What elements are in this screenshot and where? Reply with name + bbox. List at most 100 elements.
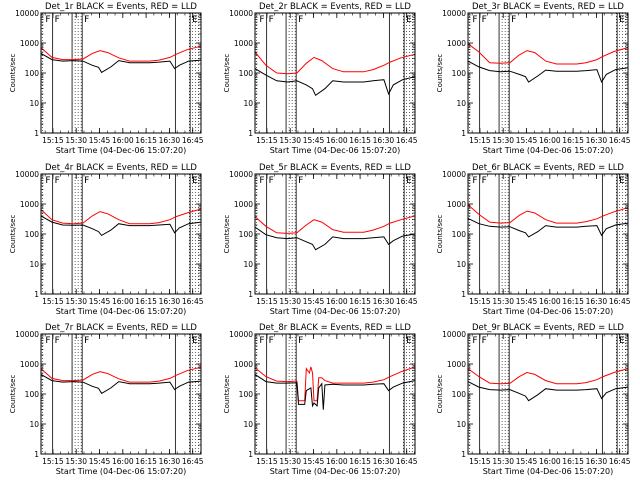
y-tick-label: 1000 [234,39,253,48]
x-tick-label: 16:45 [609,457,631,466]
region-label: F [482,15,487,25]
x-tick-label: 15:45 [516,136,538,145]
x-tick-label: 15:30 [279,457,301,466]
y-tick-label: 1 [34,129,39,138]
region-label: E [192,176,198,186]
region-label: F [55,336,60,346]
x-tick-label: 16:00 [539,457,561,466]
y-axis-title: Counts/sec [223,54,231,93]
region-label: F [55,176,60,186]
lld-series-line [467,43,629,65]
events-series-line [467,381,629,402]
region-label: F [511,336,516,346]
y-tick-label: 10 [243,420,253,429]
x-tick-label: 16:30 [159,136,181,145]
y-tick-label: 1 [34,290,39,299]
x-tick-label: 16:00 [112,136,134,145]
plot-frame [467,173,629,295]
y-tick-label: 10 [29,420,39,429]
x-tick-label: 15:30 [492,136,514,145]
panel-title: Det_5r BLACK = Events, RED = LLD [259,163,411,173]
x-tick-label: 15:45 [303,297,325,306]
x-tick-label: 16:15 [349,297,371,306]
y-axis-title: Counts/sec [436,215,444,254]
x-tick-label: 15:30 [65,297,87,306]
x-tick-label: 16:45 [182,136,204,145]
region-label: F [259,15,264,25]
x-tick-label: 16:30 [159,297,181,306]
x-tick-label: 15:30 [492,457,514,466]
panel-title: Det_7r BLACK = Events, RED = LLD [45,323,197,333]
region-label: F [298,176,303,186]
x-tick-label: 16:45 [396,136,418,145]
region-label: E [192,15,198,25]
panel-title: Det_6r BLACK = Events, RED = LLD [472,163,624,173]
x-tick-label: 16:30 [159,457,181,466]
plot-frame [40,333,202,455]
events-series-line [467,60,629,84]
x-tick-label: 16:15 [562,136,584,145]
y-tick-label: 10000 [442,9,466,18]
x-tick-label: 15:45 [303,136,325,145]
y-tick-label: 10 [29,260,39,269]
lld-series-line [254,51,416,75]
y-tick-label: 100 [25,390,40,399]
lld-series-line [40,366,202,383]
x-tick-label: 16:45 [182,457,204,466]
x-tick-label: 16:15 [349,457,371,466]
region-label: F [269,336,274,346]
x-axis-title: Start Time (04-Dec-06 15:07:20) [270,467,401,476]
region-label: F [472,15,477,25]
region-label: E [406,176,412,186]
region-label: F [269,176,274,186]
plot-frame [467,12,629,134]
x-tick-label: 16:45 [609,136,631,145]
lld-series-line [254,366,416,402]
region-label: F [511,15,516,25]
x-tick-label: 15:45 [516,457,538,466]
y-tick-label: 10000 [229,9,253,18]
y-tick-label: 1 [34,450,39,459]
x-axis-title: Start Time (04-Dec-06 15:07:20) [270,146,401,155]
y-tick-label: 10 [456,99,466,108]
x-tick-label: 16:00 [112,297,134,306]
region-label: E [619,336,625,346]
plot-frame [40,173,202,295]
region-label: F [269,15,274,25]
panel-title: Det_3r BLACK = Events, RED = LLD [472,2,624,12]
x-tick-label: 16:00 [326,297,348,306]
y-tick-label: 10000 [442,330,466,339]
panel-title: Det_1r BLACK = Events, RED = LLD [45,2,197,12]
x-tick-label: 15:15 [42,297,64,306]
y-tick-label: 1 [461,129,466,138]
x-tick-label: 16:15 [562,457,584,466]
events-series-line [254,226,416,251]
x-tick-label: 16:00 [112,457,134,466]
y-tick-label: 100 [25,230,40,239]
lld-series-line [40,45,202,62]
y-axis-title: Counts/sec [223,375,231,414]
y-axis-title: Counts/sec [223,215,231,254]
lld-series-line [40,208,202,225]
x-tick-label: 16:30 [586,136,608,145]
x-tick-label: 15:30 [65,136,87,145]
x-tick-label: 15:30 [492,297,514,306]
x-tick-label: 16:30 [373,136,395,145]
region-label: F [84,176,89,186]
y-tick-label: 1 [461,290,466,299]
y-tick-label: 10 [456,420,466,429]
y-tick-label: 10000 [442,170,466,179]
plot-frame [40,12,202,134]
y-tick-label: 1000 [20,360,39,369]
x-tick-label: 16:15 [562,297,584,306]
x-tick-label: 16:00 [326,136,348,145]
y-tick-label: 10000 [229,330,253,339]
x-axis-title: Start Time (04-Dec-06 15:07:20) [483,467,614,476]
region-label: F [259,176,264,186]
x-tick-label: 16:00 [326,457,348,466]
